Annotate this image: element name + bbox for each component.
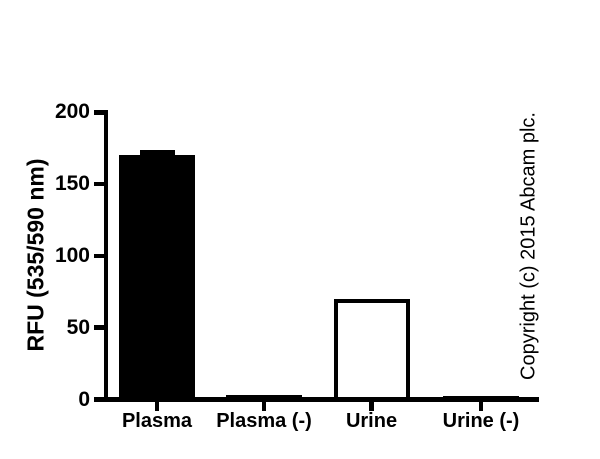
x-axis-tick: [261, 401, 267, 412]
y-tick-label: 150: [54, 172, 90, 196]
error-bar-cap-plasma: [139, 149, 175, 157]
x-axis-line: [103, 397, 539, 402]
y-axis-tick: [94, 181, 104, 187]
x-tick-label-plasma: Plasma: [121, 410, 193, 432]
bar-plasma: [119, 155, 195, 402]
x-axis-tick: [154, 401, 160, 412]
x-tick-label-urine-neg: Urine (-): [442, 410, 520, 432]
copyright-notice: Copyright (c) 2015 Abcam plc.: [517, 112, 540, 380]
x-axis-tick: [369, 401, 374, 412]
y-axis-tick: [94, 253, 104, 259]
x-tick-label-plasma-neg: Plasma (-): [216, 410, 312, 432]
x-axis-tick: [478, 401, 484, 412]
x-tick-label-urine: Urine: [345, 410, 398, 432]
y-axis-tick: [94, 110, 104, 115]
y-axis-line: [103, 110, 108, 402]
y-axis-tick: [94, 325, 104, 330]
bar-urine: [333, 298, 410, 402]
y-tick-label: 0: [78, 387, 90, 411]
y-tick-label: 200: [54, 100, 90, 124]
y-tick-label: 50: [66, 315, 90, 339]
y-tick-label: 100: [54, 243, 90, 267]
y-axis-tick: [94, 397, 104, 402]
